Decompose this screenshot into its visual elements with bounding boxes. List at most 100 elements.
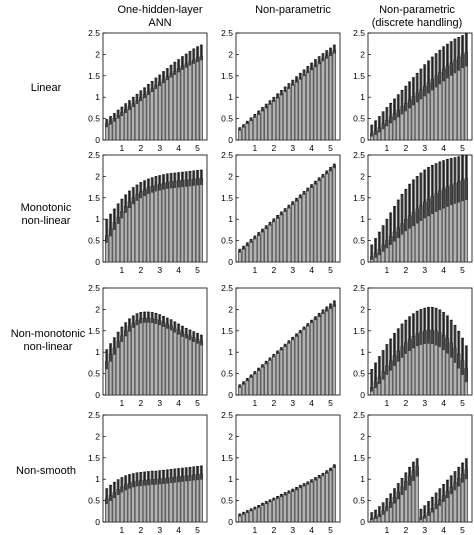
panel-non-monotonic-non-linear-one-hidden-layer-ann-bar — [142, 317, 147, 395]
panel-linear-one-hidden-layer-ann-bar — [127, 106, 132, 140]
panel-linear-non-parametric-discrete-handling-xtick-label: 4 — [441, 143, 446, 153]
panel-monotonic-non-linear-non-parametric-xtick-label: 2 — [271, 265, 276, 275]
panel-linear-one-hidden-layer-ann: 0 0.5 1 1.5 2 2.5 1 2 3 4 5 — [88, 28, 208, 153]
panel-non-monotonic-non-linear-non-parametric-xtick-label: 4 — [309, 398, 314, 408]
panel-monotonic-non-linear-non-parametric-discrete-handling-xtick-label: 5 — [460, 265, 465, 275]
panel-non-smooth-one-hidden-layer-ann-bar — [195, 474, 200, 522]
panel-non-smooth-non-parametric-discrete-handling-band — [408, 467, 412, 486]
panel-monotonic-non-linear-non-parametric-bar — [264, 227, 268, 262]
panel-non-smooth-non-parametric-xtick-label: 5 — [328, 525, 333, 535]
panel-non-monotonic-non-linear-one-hidden-layer-ann-ytick-label: 2 — [95, 304, 100, 314]
panel-linear-non-parametric-bar — [302, 74, 306, 140]
panel-non-smooth-non-parametric-discrete-handling-xtick-label: 1 — [385, 525, 390, 535]
panel-monotonic-non-linear-one-hidden-layer-ann-bar — [161, 183, 166, 262]
panel-non-smooth-non-parametric-xtick-label: 1 — [253, 525, 258, 535]
panel-non-smooth-non-parametric-discrete-handling-ytick-label: 0.5 — [353, 496, 365, 506]
panel-non-smooth-one-hidden-layer-ann-bar — [142, 479, 147, 522]
panel-monotonic-non-linear-one-hidden-layer-ann-xtick-label: 4 — [176, 265, 181, 275]
panel-non-smooth-one-hidden-layer-ann-bar — [123, 484, 128, 522]
panel-linear-non-parametric-bars — [238, 44, 337, 140]
panel-non-smooth-non-parametric-xtick-label: 4 — [309, 525, 314, 535]
panel-monotonic-non-linear-non-parametric-bar — [272, 220, 276, 262]
panel-monotonic-non-linear-non-parametric-bar — [317, 179, 321, 262]
panel-linear-one-hidden-layer-ann-xtick-label: 2 — [138, 143, 143, 153]
panel-monotonic-non-linear-one-hidden-layer-ann-bar — [169, 181, 173, 262]
panel-non-smooth-non-parametric-bar — [294, 488, 299, 522]
panel-non-monotonic-non-linear-non-parametric-bar — [241, 383, 246, 395]
panel-non-monotonic-non-linear-one-hidden-layer-ann-bar — [158, 320, 162, 395]
panel-linear-one-hidden-layer-ann-xtick-label: 1 — [120, 143, 125, 153]
panel-non-smooth-one-hidden-layer-ann-bar — [139, 480, 143, 522]
panel-linear-non-parametric-discrete-handling: 0 0.5 1 1.5 2 2.5 1 2 3 4 5 — [353, 28, 473, 153]
panel-non-monotonic-non-linear-non-parametric-discrete-handling-ytick-label: 0.5 — [353, 369, 365, 379]
panel-non-smooth-non-parametric-bar — [309, 481, 314, 522]
panel-monotonic-non-linear-one-hidden-layer-ann-bar — [139, 191, 143, 262]
panel-linear-one-hidden-layer-ann-bar — [150, 88, 154, 140]
panel-monotonic-non-linear-non-parametric-discrete-handling-xtick-label: 4 — [441, 265, 446, 275]
panel-non-monotonic-non-linear-non-parametric-bar — [264, 362, 268, 395]
panel-non-monotonic-non-linear-one-hidden-layer-ann-bar — [173, 327, 177, 395]
panel-non-monotonic-non-linear-one-hidden-layer-ann-bar — [131, 322, 135, 395]
panel-non-monotonic-non-linear-one-hidden-layer-ann-bar — [161, 322, 166, 395]
panel-monotonic-non-linear-one-hidden-layer-ann-bar — [135, 194, 139, 262]
panel-non-smooth-non-parametric-band — [332, 464, 336, 469]
panel-linear-one-hidden-layer-ann-ytick-label: 0.5 — [88, 114, 100, 124]
panel-non-smooth-non-parametric-ytick-label: 1.5 — [221, 453, 233, 463]
panel-monotonic-non-linear-one-hidden-layer-ann-xtick-label: 5 — [195, 265, 200, 275]
panel-non-monotonic-non-linear-non-parametric-bar — [317, 315, 321, 395]
panel-monotonic-non-linear-non-parametric-bar — [321, 176, 325, 262]
panel-linear-one-hidden-layer-ann-bar — [142, 94, 147, 140]
column-title-ann-line1: One-hidden-layer — [117, 4, 203, 16]
panel-non-monotonic-non-linear-non-parametric-discrete-handling-xtick-label: 1 — [385, 398, 390, 408]
panel-monotonic-non-linear-non-parametric-ytick-label: 0.5 — [221, 236, 233, 246]
panel-linear-non-parametric-bar — [283, 90, 287, 140]
row-label-linear-line1: Linear — [30, 82, 62, 94]
panel-non-smooth-non-parametric-bar — [287, 492, 291, 522]
panel-non-monotonic-non-linear-one-hidden-layer-ann-bar — [116, 341, 120, 395]
panel-linear-one-hidden-layer-ann-bars — [105, 44, 204, 140]
panel-non-monotonic-non-linear-non-parametric-bar — [253, 372, 257, 395]
panel-linear-non-parametric-ytick-label: 1.5 — [221, 71, 233, 81]
panel-linear-one-hidden-layer-ann-bar — [176, 68, 181, 140]
panel-non-monotonic-non-linear-one-hidden-layer-ann-xtick-label: 1 — [120, 398, 125, 408]
panel-linear-non-parametric-ytick-label: 0 — [228, 135, 233, 145]
panel-monotonic-non-linear-non-parametric-bar — [245, 244, 250, 262]
panel-non-monotonic-non-linear-non-parametric-bar — [298, 331, 302, 395]
panel-monotonic-non-linear-non-parametric-bar — [309, 186, 314, 262]
panel-linear-non-parametric-discrete-handling-xtick-label: 2 — [403, 143, 408, 153]
panel-non-smooth-non-parametric-bar — [253, 508, 257, 522]
panel-linear-non-parametric-bar — [317, 61, 321, 140]
panel-monotonic-non-linear-non-parametric: 0 0.5 1 1.5 2 2.5 1 2 3 4 5 — [221, 150, 341, 275]
panel-linear-non-parametric-bar — [294, 80, 299, 140]
panel-non-monotonic-non-linear-non-parametric-bar — [328, 306, 333, 395]
panel-linear-one-hidden-layer-ann-ytick-label: 0 — [95, 135, 100, 145]
panel-non-smooth-one-hidden-layer-ann-bar — [158, 478, 162, 522]
panel-linear-non-parametric-bar — [321, 58, 325, 140]
panel-monotonic-non-linear-one-hidden-layer-ann-ytick-label: 2.5 — [88, 150, 100, 160]
panel-monotonic-non-linear-non-parametric-bar — [298, 196, 302, 262]
panel-non-smooth-non-parametric-bar — [275, 497, 280, 522]
panel-non-monotonic-non-linear-one-hidden-layer-ann-bar — [146, 317, 151, 395]
panel-linear-non-parametric-xtick-label: 4 — [309, 143, 314, 153]
panel-non-monotonic-non-linear-non-parametric-bar — [309, 321, 314, 395]
panel-linear-one-hidden-layer-ann-bar — [173, 70, 177, 140]
panel-monotonic-non-linear-one-hidden-layer-ann-ytick-label: 0 — [95, 257, 100, 267]
panel-non-monotonic-non-linear-non-parametric-bar — [287, 342, 291, 395]
row-label-non-smooth-line1: Non-smooth — [16, 465, 76, 477]
panel-linear-one-hidden-layer-ann-xtick-label: 3 — [157, 143, 162, 153]
panel-non-monotonic-non-linear-non-parametric-bar — [249, 376, 253, 395]
panel-non-monotonic-non-linear-non-parametric-xtick-label: 5 — [328, 398, 333, 408]
panel-linear-non-parametric-xtick-label: 2 — [271, 143, 276, 153]
panel-linear-non-parametric-discrete-handling-ytick-label: 1 — [360, 92, 365, 102]
panel-non-monotonic-non-linear-non-parametric-discrete-handling-bars — [370, 306, 469, 395]
panel-monotonic-non-linear-non-parametric-bar — [260, 230, 265, 262]
panel-non-monotonic-non-linear-one-hidden-layer-ann-ytick-label: 2.5 — [88, 283, 100, 293]
panel-non-smooth-non-parametric-xtick-label: 2 — [271, 525, 276, 535]
panel-non-smooth-non-parametric-discrete-handling-band — [415, 458, 419, 477]
panel-non-smooth-one-hidden-layer-ann-ytick-label: 1.5 — [88, 453, 100, 463]
panel-linear-one-hidden-layer-ann-ytick-label: 2 — [95, 49, 100, 59]
panel-non-smooth-non-parametric-bar — [238, 515, 242, 522]
panel-non-monotonic-non-linear-non-parametric-bar — [272, 355, 276, 395]
panel-non-monotonic-non-linear-non-parametric-ytick-label: 1 — [228, 347, 233, 357]
panel-non-smooth-one-hidden-layer-ann-xtick-label: 1 — [120, 525, 125, 535]
